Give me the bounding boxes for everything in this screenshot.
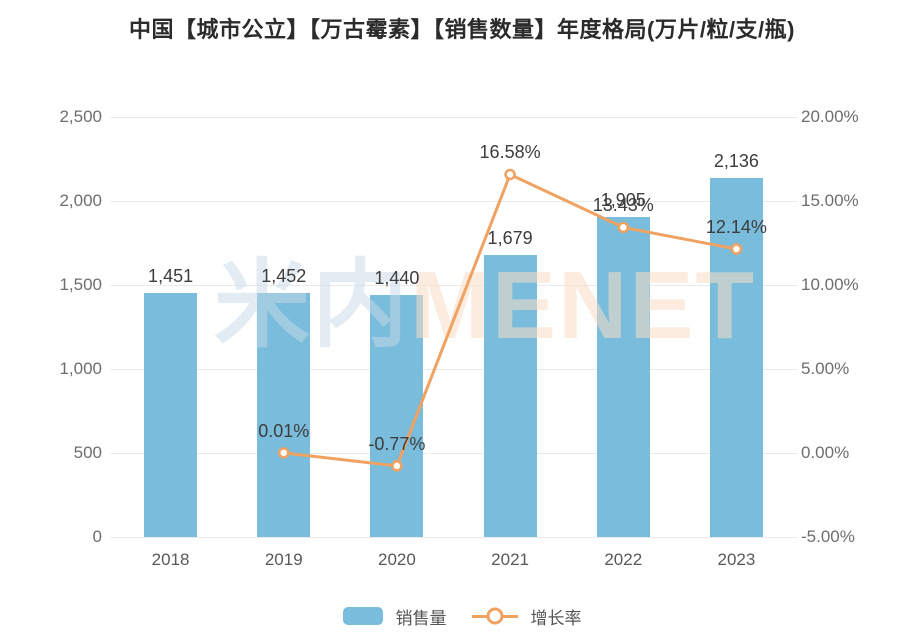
plot-area: 米内MENET 1,451 1,452 1,440 1,679 1,905 2,136 0.… [110,117,797,538]
left-axis-tick: 500 [73,443,102,462]
growth-point-marker [391,460,403,472]
right-axis-tick: 5.00% [801,359,850,378]
left-axis: 2,500 2,000 1,500 1,000 500 0 [0,108,102,546]
legend-bar-label: 销售量 [395,608,447,628]
left-axis-tick: 2,000 [59,191,102,210]
legend-line-circle-icon [486,607,503,625]
growth-point-marker [617,221,629,234]
legend-line-label: 增长率 [530,608,582,628]
gridline [110,537,797,538]
x-axis-label: 2022 [604,550,643,569]
right-axis: 20.00% 15.00% 10.00% 5.00% 0.00% -5.00% [801,108,921,546]
right-axis-tick: 20.00% [801,107,859,126]
chart-title: 中国【城市公立】【万古霉素】【销售数量】年度格局(万片/粒/支/瓶) [129,17,795,42]
x-axis-label: 2023 [717,550,756,569]
legend: 销售量 增长率 [0,603,924,629]
sales-bar [483,254,537,537]
growth-rate-label: 13.43% [592,195,654,216]
bar-value-label: 1,905 [600,189,646,210]
x-axis-label: 2019 [264,550,303,569]
sales-bar [144,293,198,537]
growth-rate-label: -0.77% [368,433,426,454]
sales-bar [257,293,311,537]
growth-line-svg [278,168,743,472]
gridline [110,453,797,454]
sales-bar [709,178,763,537]
sales-bar [370,295,424,537]
growth-point-marker [730,243,743,255]
bar-value-label: 2,136 [713,151,759,172]
right-axis-tick: 10.00% [801,275,859,294]
growth-point-marker [504,168,516,181]
growth-line [283,172,737,468]
growth-rate-label: 16.58% [479,142,541,163]
x-axis: 2018 2019 2020 2021 2022 2023 [114,550,793,572]
legend-bar-swatch [342,607,383,625]
sales-bar [596,216,650,537]
x-axis-label: 2020 [377,550,416,569]
x-axis-label: 2018 [151,550,190,569]
left-axis-tick: 1,000 [59,359,102,378]
bar-value-label: 1,451 [148,266,194,287]
growth-rate-label: 12.14% [705,217,767,238]
growth-point-marker [278,447,290,459]
right-axis-tick: -5.00% [801,527,855,546]
bar-value-label: 1,679 [487,227,533,248]
gridline [110,369,797,370]
right-axis-tick: 15.00% [801,191,859,210]
right-axis-tick: 0.00% [801,443,850,462]
left-axis-tick: 1,500 [59,275,102,294]
left-axis-tick: 2,500 [59,107,102,126]
left-axis-tick: 0 [92,527,102,546]
gridline [110,117,797,118]
bar-value-label: 1,452 [261,266,307,287]
growth-rate-label: 0.01% [258,420,310,441]
gridline [110,285,797,286]
x-axis-label: 2021 [491,550,529,569]
legend-line-marker [471,607,518,625]
bar-value-label: 1,440 [374,268,420,289]
gridline [110,201,797,202]
